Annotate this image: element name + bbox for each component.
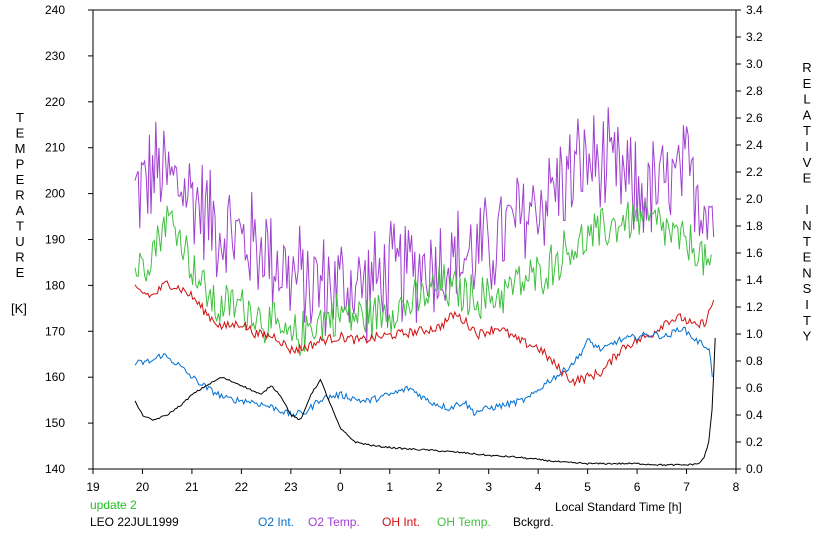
y-left-tick-label: 230 [45, 49, 65, 63]
axis-label-char: V [803, 155, 812, 170]
legend-o2-temp: O2 Temp. [308, 515, 360, 529]
x-tick-label: 23 [284, 480, 298, 494]
axis-label-char: E [16, 126, 25, 141]
axis-label-char: L [803, 92, 810, 107]
axis-label-char: A [803, 107, 812, 122]
y-left-tick-label: 200 [45, 187, 65, 201]
y-right-tick-label: 0.6 [746, 381, 763, 395]
x-tick-label: 20 [136, 480, 150, 494]
x-tick-label: 2 [436, 480, 443, 494]
y-right-tick-label: 3.0 [746, 57, 763, 71]
y-right-tick-label: 0.2 [746, 435, 763, 449]
series-oh-int [134, 280, 715, 387]
series-o2-temp [134, 107, 715, 344]
y-right-tick-label: 2.4 [746, 138, 763, 152]
y-right-tick-label: 2.6 [746, 111, 763, 125]
axis-label-char: P [16, 157, 25, 172]
axis-label-char: T [803, 123, 811, 138]
axis-label-char: R [802, 60, 811, 75]
y-left-tick-label: 160 [45, 370, 65, 384]
series-layer [134, 107, 716, 467]
axis-label-char: U [15, 234, 24, 249]
y-left-tick-label: 150 [45, 416, 65, 430]
y-right-tick-label: 3.4 [746, 3, 763, 17]
y-left-tick-label: 210 [45, 141, 65, 155]
x-tick-label: 1 [386, 480, 393, 494]
y-right-tick-label: 0.4 [746, 408, 763, 422]
y-right-tick-label: 2.0 [746, 192, 763, 206]
y-right-tick-label: 3.2 [746, 30, 763, 44]
x-tick-label: 5 [584, 480, 591, 494]
axis-label-char: I [805, 297, 809, 312]
x-tick-label: 3 [485, 480, 492, 494]
axes-layer: 19 20 21 22 23 0 1 2 3 4 5 6 7 8140150160170180190200… [45, 3, 763, 494]
y-left-tick-label: 190 [45, 233, 65, 247]
x-tick-label: 19 [86, 480, 100, 494]
axis-label-char: A [16, 203, 25, 218]
y-right-tick-label: 2.2 [746, 165, 763, 179]
legend-bckgrd: Bckgrd. [513, 515, 554, 529]
x-tick-label: 0 [337, 480, 344, 494]
axis-label-char: N [802, 218, 811, 233]
axis-label-char: I [805, 139, 809, 154]
series-bckgrd [134, 337, 716, 467]
y-left-tick-label: 240 [45, 3, 65, 17]
legend-o2-int: O2 Int. [258, 515, 295, 529]
y-left-tick-label: 220 [45, 95, 65, 109]
y-right-tick-label: 1.4 [746, 273, 763, 287]
y-axis-unit-left: [K] [11, 301, 27, 316]
axis-label-char: E [803, 76, 812, 91]
axis-label-char: M [15, 141, 26, 156]
x-tick-label: 4 [535, 480, 542, 494]
y-right-tick-label: 1.0 [746, 327, 763, 341]
axis-label-char: S [803, 281, 812, 296]
x-tick-label: 8 [733, 480, 740, 494]
y-right-tick-label: 0.0 [746, 462, 763, 476]
axis-label-char: R [15, 188, 24, 203]
axis-label-char: Y [803, 329, 812, 344]
x-axis-label: Local Standard Time [h] [555, 500, 682, 514]
axis-label-char: E [16, 172, 25, 187]
y-left-tick-label: 140 [45, 462, 65, 476]
y-right-tick-label: 2.8 [746, 84, 763, 98]
y-right-tick-label: 1.2 [746, 300, 763, 314]
x-tick-label: 6 [634, 480, 641, 494]
axis-label-char: T [803, 234, 811, 249]
version-label: update 2 [90, 498, 137, 512]
axis-label-char: N [802, 265, 811, 280]
axis-label-char: E [803, 171, 812, 186]
plot-frame [92, 9, 737, 470]
axis-label-char: I [805, 202, 809, 217]
axis-label-char: E [803, 250, 812, 265]
x-tick-label: 22 [235, 480, 249, 494]
legend-oh-temp: OH Temp. [437, 515, 491, 529]
x-tick-label: 7 [683, 480, 690, 494]
y-right-tick-label: 0.8 [746, 354, 763, 368]
y-right-tick-label: 1.8 [746, 219, 763, 233]
series-o2-int [134, 326, 713, 418]
axis-label-char: R [15, 250, 24, 265]
axis-label-char: T [803, 313, 811, 328]
legend-oh-int: OH Int. [382, 515, 421, 529]
axis-label-char: T [16, 110, 24, 125]
y-left-tick-label: 170 [45, 324, 65, 338]
axis-label-char: T [16, 219, 24, 234]
y-left-tick-label: 180 [45, 278, 65, 292]
axis-label-char: E [16, 265, 25, 280]
station-date-label: LEO 22JUL1999 [90, 515, 179, 529]
y-right-tick-label: 1.6 [746, 246, 763, 260]
x-tick-label: 21 [185, 480, 199, 494]
series-oh-temp [134, 201, 712, 356]
